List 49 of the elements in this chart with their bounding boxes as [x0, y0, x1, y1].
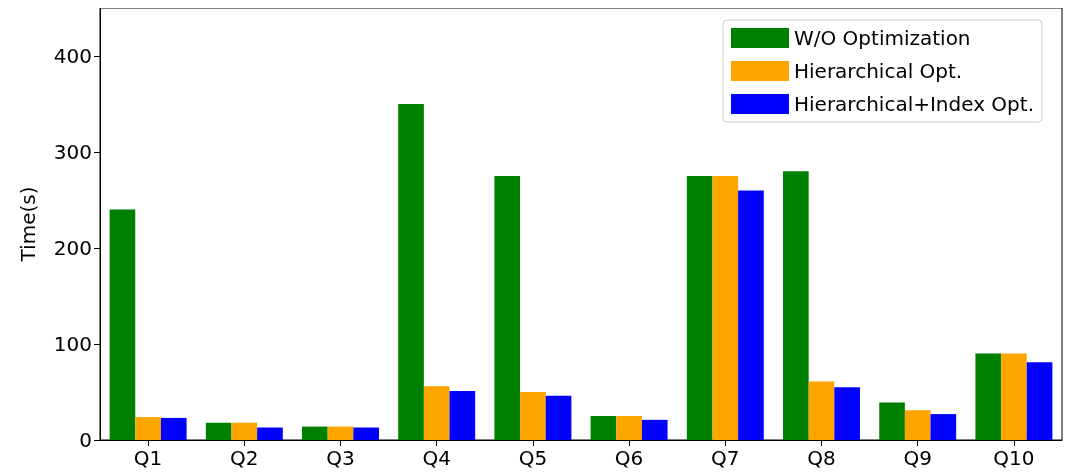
bar — [449, 391, 476, 440]
x-tick-label: Q9 — [903, 446, 932, 470]
y-axis-title: Time(s) — [16, 186, 40, 263]
bar — [904, 410, 931, 440]
bar — [398, 104, 424, 440]
x-tick-label: Q8 — [807, 446, 836, 470]
bar — [1001, 353, 1027, 440]
bar — [423, 386, 450, 440]
bar — [1026, 362, 1053, 440]
x-tick-label: Q3 — [326, 446, 355, 470]
legend-label: Hierarchical+Index Opt. — [793, 92, 1035, 116]
bar — [641, 419, 668, 440]
legend-label: Hierarchical Opt. — [793, 59, 963, 83]
bar — [590, 416, 617, 440]
bar — [834, 387, 860, 440]
bar — [879, 402, 905, 440]
bar — [494, 176, 521, 440]
bar — [205, 422, 232, 440]
y-tick-label: 0 — [79, 428, 92, 452]
bar — [520, 392, 546, 440]
x-tick-label: Q4 — [422, 446, 451, 470]
y-tick-label: 300 — [53, 140, 92, 164]
x-tick-label: Q10 — [993, 446, 1035, 470]
legend-label: W/O Optimization — [793, 26, 971, 50]
bar — [231, 422, 258, 440]
x-tick-label: Q1 — [133, 446, 163, 470]
bar — [160, 417, 187, 440]
bar — [975, 353, 1002, 440]
bar — [109, 209, 136, 440]
bar — [783, 171, 809, 440]
bar — [257, 427, 283, 440]
x-tick-label: Q2 — [230, 446, 259, 470]
x-tick-label: Q7 — [711, 446, 740, 470]
x-tick-label: Q6 — [614, 446, 644, 470]
bar — [135, 416, 161, 440]
y-tick-label: 200 — [53, 236, 92, 260]
bar — [686, 176, 713, 440]
bar — [616, 416, 642, 440]
bar — [327, 426, 354, 440]
bar — [738, 190, 764, 440]
bar — [930, 414, 957, 440]
bar — [712, 176, 739, 440]
y-tick-label: 400 — [53, 44, 92, 68]
bar — [353, 427, 379, 440]
x-tick-label: Q5 — [518, 446, 548, 470]
bar — [545, 395, 572, 440]
bar — [808, 381, 835, 440]
bar — [302, 426, 328, 440]
y-tick-label: 100 — [53, 332, 92, 356]
